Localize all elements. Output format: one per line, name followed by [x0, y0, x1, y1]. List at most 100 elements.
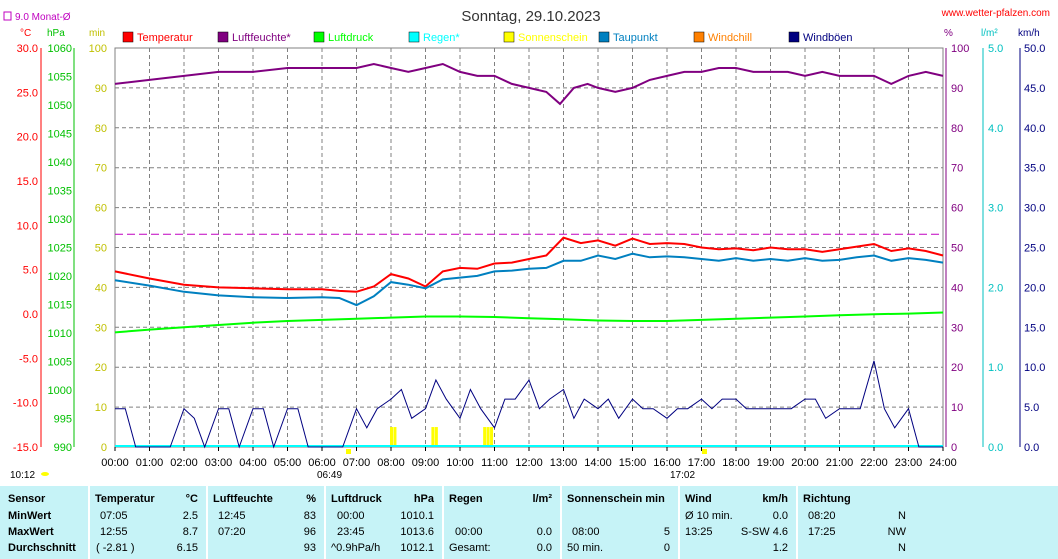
temp-axis-tick-label: 25.0 — [17, 87, 38, 99]
wind-value: S-SW 4.6 — [740, 526, 788, 538]
rain-axis-tick-label: 0.0 — [988, 442, 1003, 454]
wind-axis-tick-label: 30.0 — [1024, 203, 1045, 215]
sunshine-bar — [393, 427, 397, 447]
x-tick-label: 02:00 — [170, 457, 198, 469]
table-separator — [796, 486, 798, 559]
legend-label-windchill: Windchill — [708, 32, 752, 44]
pct-axis-tick-label: 50 — [951, 243, 963, 255]
luftfeuchte-series-line — [114, 62, 944, 106]
temp-axis-tick-label: 10.0 — [17, 220, 38, 232]
temp-time: 07:05 — [100, 510, 128, 522]
legend-swatch-windboen — [788, 31, 800, 43]
pct-axis-tick-label: 10 — [951, 402, 963, 414]
min-axis-tick-label: 20 — [95, 362, 107, 374]
sunshine-bars — [390, 427, 494, 447]
hum-time: 07:20 — [218, 526, 246, 538]
hpa-axis-tick-label: 1025 — [48, 243, 72, 255]
temp-axis-tick-label: 5.0 — [23, 265, 38, 277]
legend-label-regen: Regen* — [423, 32, 460, 44]
dir-value: NW — [887, 526, 906, 538]
x-tick-label: 22:00 — [860, 457, 888, 469]
hum-value: 93 — [303, 542, 316, 554]
rain-unit: l/m² — [981, 28, 998, 39]
temp-axis-tick-label: 30.0 — [17, 43, 38, 55]
hpa-axis-tick-label: 1005 — [48, 357, 72, 369]
min-axis-tick-label: 80 — [95, 123, 107, 135]
header-sonne: Sonnenschein min — [567, 493, 665, 505]
wind-axis-tick-label: 0.0 — [1024, 442, 1039, 454]
x-tick-label: 14:00 — [584, 457, 612, 469]
rain-time: Gesamt: — [449, 542, 491, 554]
wind-axis-tick-label: 15.0 — [1024, 322, 1045, 334]
x-tick-label: 01:00 — [136, 457, 164, 469]
legend-swatch-temperatur — [122, 31, 134, 43]
wind-value: 1.2 — [772, 542, 788, 554]
row-label: MinWert — [8, 510, 52, 522]
temp-time: 12:55 — [100, 526, 128, 538]
pct-axis-tick-label: 40 — [951, 282, 963, 294]
wind-axis-tick-label: 45.0 — [1024, 83, 1045, 95]
pct-axis-tick-label: 100 — [951, 43, 969, 55]
min-unit: min — [89, 28, 105, 39]
dir-value: N — [898, 542, 906, 554]
dir-time: 17:25 — [808, 526, 836, 538]
table-separator — [678, 486, 680, 559]
sunset-marker — [702, 449, 707, 454]
legend-swatch-taupunkt — [598, 31, 610, 43]
chart-legend: Temperatur Luftfeuchte* Luftdruck Regen* Son… — [122, 31, 853, 44]
min-axis-tick-label: 90 — [95, 83, 107, 95]
monat-icon — [3, 11, 12, 21]
hpa-unit: hPa — [47, 28, 65, 39]
wind-axis-tick-label: 20.0 — [1024, 282, 1045, 294]
x-tick-label: 23:00 — [895, 457, 923, 469]
x-tick-label: 24:00 — [929, 457, 957, 469]
header-luftfeuchte: Luftfeuchte — [213, 493, 273, 505]
hpa-axis-tick-label: 1030 — [48, 214, 72, 226]
min-axis-tick-label: 30 — [95, 322, 107, 334]
moonrise-time: 10:12 — [10, 470, 35, 481]
legend-label-luftdruck: Luftdruck — [328, 32, 374, 44]
press-value: 1010.1 — [400, 510, 434, 522]
monat-label: 9.0 Monat-Ø — [15, 12, 71, 23]
x-tick-label: 17:00 — [688, 457, 716, 469]
rain-value: 0.0 — [536, 526, 552, 538]
legend-label-taupunkt: Taupunkt — [613, 32, 658, 44]
wind-axis-tick-label: 40.0 — [1024, 123, 1045, 135]
header-regen-unit: l/m² — [532, 493, 552, 505]
temp-value: 6.15 — [176, 542, 198, 554]
x-tick-label: 07:00 — [343, 457, 371, 469]
temp-value: 2.5 — [182, 510, 198, 522]
wind-axis-tick-label: 50.0 — [1024, 43, 1045, 55]
sunshine-bar — [434, 427, 438, 447]
luftdruck-series-line — [114, 311, 944, 334]
sunshine-bar — [390, 427, 393, 447]
wind-time: Ø 10 min. — [685, 510, 733, 522]
x-tick-label: 12:00 — [515, 457, 543, 469]
legend-label-sonnenschein: Sonnenschein — [518, 32, 588, 44]
min-axis-tick-label: 50 — [95, 243, 107, 255]
wind-value: 0.0 — [772, 510, 788, 522]
table-separator — [560, 486, 562, 559]
table-separator — [442, 486, 444, 559]
pct-axis-tick-label: 20 — [951, 362, 963, 374]
hpa-axis-tick-label: 995 — [54, 414, 72, 426]
press-time: ^0.9hPa/h — [331, 542, 381, 554]
header-sensor: Sensor — [8, 493, 46, 505]
sunset-time: 17:02 — [670, 470, 695, 481]
sun-value: 5 — [663, 526, 670, 538]
rain-axis-tick-label: 3.0 — [988, 203, 1003, 215]
hum-value: 83 — [303, 510, 316, 522]
sun-time: 08:00 — [572, 526, 600, 538]
weather-chart: Sonntag, 29.10.2023 www.wetter-pfalzen.c… — [3, 8, 1050, 481]
header-luftfeuchte-unit: % — [306, 493, 316, 505]
table-separator — [88, 486, 90, 559]
wind-axis-tick-label: 10.0 — [1024, 362, 1045, 374]
header-temperatur-unit: °C — [185, 493, 198, 505]
temp-axis-tick-label: -15.0 — [13, 442, 38, 454]
statistics-table: Sensor Temperatur °C Luftfeuchte % Luftd… — [0, 486, 1058, 559]
legend-swatch-regen — [408, 31, 420, 43]
x-axis-ticks: 00:00 01:00 02:00 03:00 04:00 05:00 06:00 07:00… — [101, 447, 957, 469]
hpa-axis-tick-label: 1040 — [48, 157, 72, 169]
chart-grid — [114, 47, 944, 448]
legend-swatch-sonnenschein — [503, 31, 515, 43]
